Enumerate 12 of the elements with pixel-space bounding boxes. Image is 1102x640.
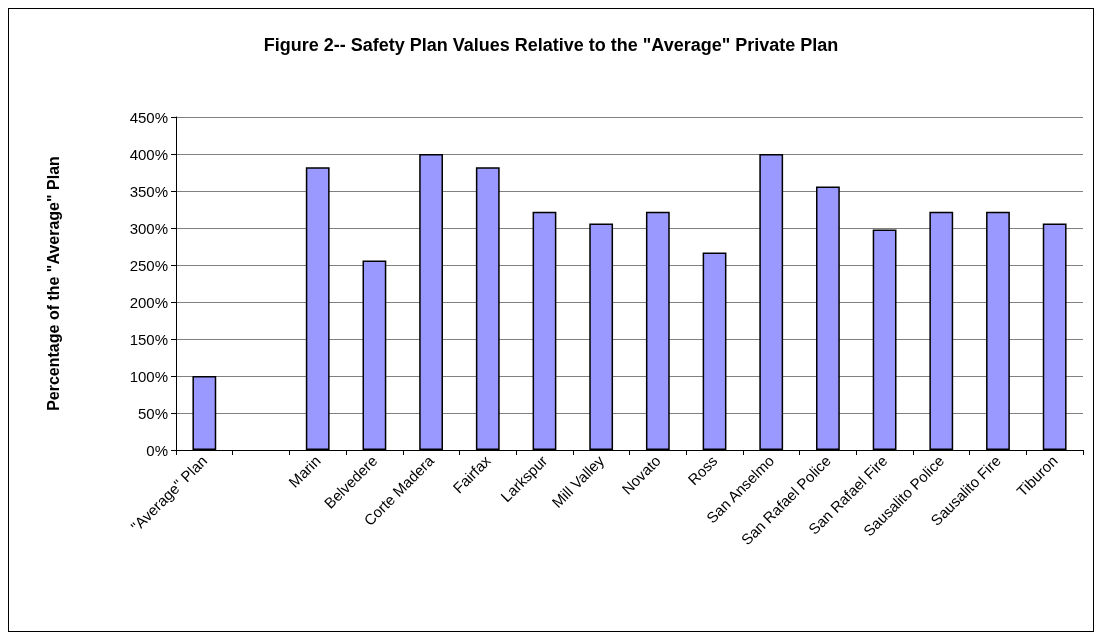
y-tick-label: 100% [129, 367, 168, 385]
y-tick-label: 300% [129, 219, 168, 237]
y-tick-label: 250% [129, 256, 168, 274]
y-tick-label: 150% [129, 330, 168, 348]
chart-title: Figure 2-- Safety Plan Values Relative to the "Average" Private Plan [263, 35, 839, 55]
y-tick-label: 350% [129, 182, 168, 200]
y-axis-title: Percentage of the "Average" Plan [44, 156, 62, 411]
y-tick-label: 50% [137, 404, 168, 422]
y-tick-label: 0% [146, 441, 168, 459]
y-tick-label: 200% [129, 293, 168, 311]
y-tick-label: 400% [129, 145, 168, 163]
y-tick-label: 450% [129, 108, 168, 126]
